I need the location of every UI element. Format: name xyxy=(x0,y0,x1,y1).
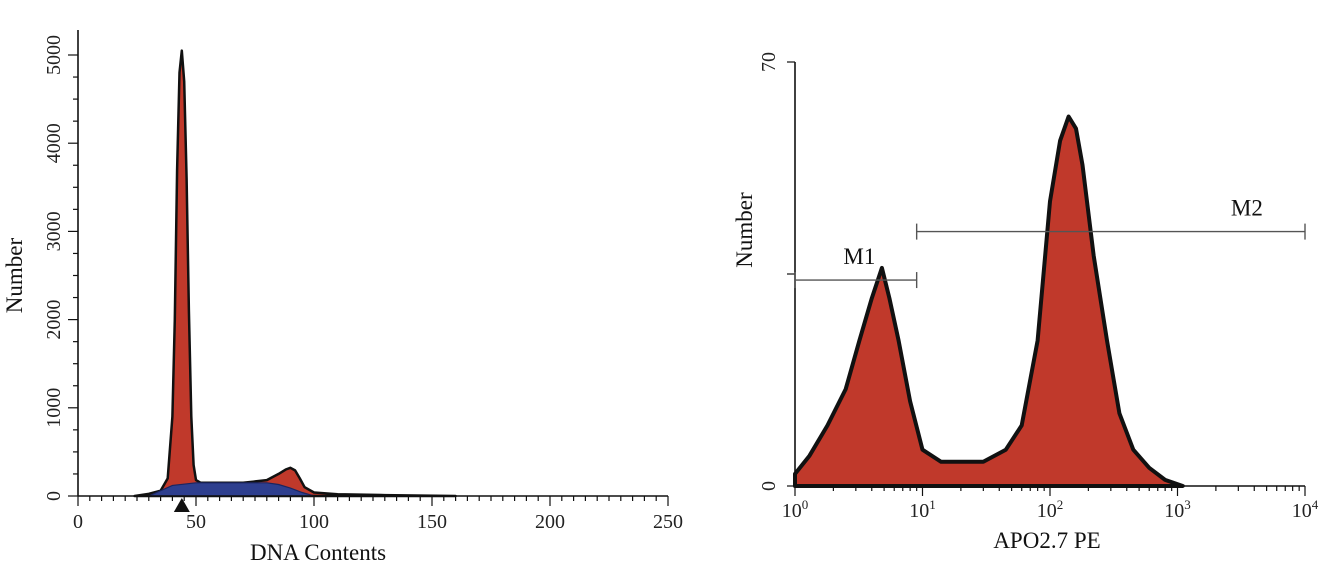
y-tick-label: 0 xyxy=(758,481,780,491)
y-axis-label: Number xyxy=(2,237,27,313)
gate-markers: M1 M2 xyxy=(794,196,1306,289)
y-tick-label: 3000 xyxy=(43,211,65,251)
x-ticks: 100 101 102 103 104 xyxy=(782,486,1319,522)
y-tick-label: 4000 xyxy=(43,123,65,163)
series-sphase-area xyxy=(148,482,315,497)
axes xyxy=(77,30,668,497)
y-ticks: 0 1000 2000 3000 4000 5000 xyxy=(43,35,78,501)
x-ticks: 0 50 100 150 200 250 xyxy=(73,496,683,533)
y-tick-label: 2000 xyxy=(43,300,65,340)
y-tick-label: 70 xyxy=(758,52,780,72)
x-tick-label: 100 xyxy=(782,497,809,522)
x-axis-label: DNA Contents xyxy=(250,540,386,565)
series-main-area xyxy=(133,49,457,498)
x-tick-label: 50 xyxy=(186,511,206,533)
marker-label: M1 xyxy=(843,244,875,269)
x-tick-label: 200 xyxy=(535,511,565,533)
y-tick-label: 5000 xyxy=(43,35,65,75)
series-area xyxy=(793,114,1185,488)
x-tick-label: 100 xyxy=(299,511,329,533)
x-tick-label: 150 xyxy=(417,511,447,533)
x-axis-label: APO2.7 PE xyxy=(993,528,1100,553)
peak-marker-triangle xyxy=(173,498,190,512)
apo27-histogram: 100 101 102 103 104 0 70 M1 M2 APO2.7 PE Numbe… xyxy=(732,52,1319,553)
histogram-fill xyxy=(133,49,457,498)
x-tick-label: 104 xyxy=(1292,497,1319,522)
y-ticks: 0 70 xyxy=(758,52,795,491)
marker-m2: M2 xyxy=(915,196,1306,240)
histogram-fill xyxy=(793,114,1185,488)
y-axis-label: Number xyxy=(732,192,757,268)
y-tick-label: 1000 xyxy=(43,388,65,428)
x-tick-label: 101 xyxy=(909,497,936,522)
x-tick-label: 103 xyxy=(1164,497,1191,522)
x-tick-label: 0 xyxy=(73,511,83,533)
marker-label: M2 xyxy=(1231,196,1263,221)
dna-content-histogram: 0 50 100 150 200 250 0 1000 2000 3000 4000 5000 DN… xyxy=(2,30,683,565)
y-tick-label: 0 xyxy=(43,491,65,501)
x-tick-label: 250 xyxy=(653,511,683,533)
x-tick-label: 102 xyxy=(1037,497,1064,522)
marker-m1: M1 xyxy=(794,244,918,289)
